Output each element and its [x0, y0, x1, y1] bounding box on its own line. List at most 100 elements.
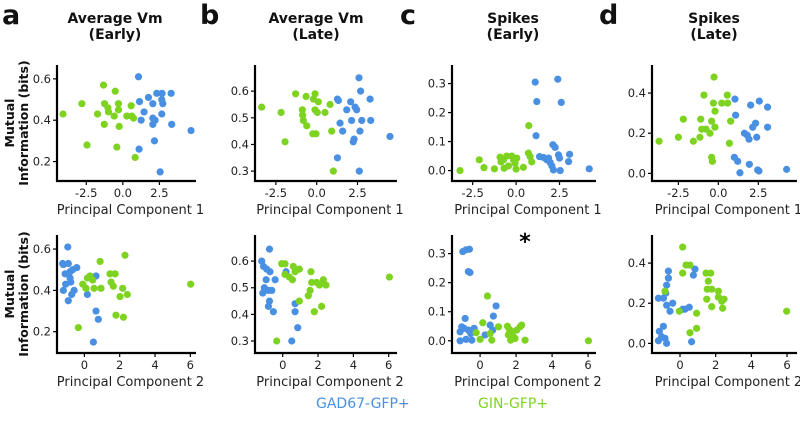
x-tick-label: 6: [584, 358, 591, 372]
gin-point: [317, 302, 326, 310]
panel-letter-c: c: [400, 0, 417, 31]
gad67-point: [554, 75, 562, 83]
gad67-point: [669, 299, 677, 307]
y-tick-label: 0.3: [428, 77, 446, 91]
significance-asterisk: *: [519, 230, 531, 255]
gad67-point: [350, 135, 358, 143]
gad67-point: [339, 127, 347, 135]
gin-point: [708, 285, 716, 293]
x-tick-label: 0: [279, 358, 286, 372]
gad67-point: [663, 281, 671, 289]
gin-point: [328, 127, 336, 135]
gad67-point: [156, 168, 164, 176]
gin-point: [499, 156, 508, 164]
gad67-point: [357, 87, 365, 95]
gad67-point: [783, 165, 791, 173]
gad67-point: [747, 101, 755, 109]
x-tick-label: 0: [676, 358, 683, 372]
scatter-panel-d-top: 0.0 0.2 0.4 -2.5 0.0 2.5 Principal Component 1: [628, 65, 800, 218]
gin-point: [322, 281, 330, 289]
gad67-point: [64, 259, 72, 268]
gin-point: [113, 143, 121, 151]
gad67-point: [140, 108, 148, 116]
panel-title-c: Spikes (Early): [433, 11, 593, 43]
gin-point: [115, 122, 123, 131]
gin-point: [90, 284, 98, 292]
x-tick-label: -2.5: [667, 186, 689, 200]
title-line: Average Vm: [268, 11, 364, 27]
gad67-point: [687, 338, 696, 346]
gin-point: [310, 308, 318, 316]
subtitle-line: (Late): [690, 27, 738, 43]
scatter-panel-b-bottom: 0.3 0.4 0.5 0.6 0 2 4 6 Principal Component 2: [231, 235, 404, 390]
gad67-point: [66, 274, 74, 282]
y-tick-label: 0.4: [628, 256, 646, 270]
gad67-point: [763, 103, 772, 111]
gin-point: [718, 99, 726, 107]
gad67-point: [663, 301, 671, 309]
gin-point: [697, 115, 705, 123]
gin-point: [512, 165, 520, 173]
gad67-point: [386, 132, 394, 141]
gin-point: [119, 313, 128, 321]
gin-point: [89, 276, 97, 284]
scatter-panel-a-top: 0.2 0.4 0.6 -2.5 0.0 2.5 Principal Component 1: [33, 65, 204, 218]
gin-point: [689, 137, 698, 145]
gin-point: [127, 102, 135, 110]
gin-point: [314, 98, 322, 106]
gin-point: [258, 103, 266, 111]
gin-point: [119, 284, 127, 292]
gad67-point: [64, 297, 72, 305]
gin-point: [479, 319, 487, 327]
panel-title-d: Spikes (Late): [634, 11, 794, 43]
gad67-point: [153, 89, 161, 97]
x-axis-label: Principal Component 1: [454, 203, 601, 218]
y-tick-label: 0.1: [428, 135, 446, 149]
gin-point: [518, 321, 526, 329]
gad67-point: [564, 157, 573, 166]
x-tick-label: 2: [314, 358, 321, 372]
gin-point: [494, 323, 503, 331]
gin-point: [692, 309, 701, 317]
gin-point: [123, 290, 131, 299]
gad67-point: [685, 303, 693, 311]
gin-point: [298, 106, 306, 114]
gad67-point: [465, 245, 474, 253]
gin-point: [315, 281, 324, 289]
y-tick-label: 0.4: [231, 137, 249, 151]
y-tick-label: 0.0: [428, 334, 446, 348]
gin-point: [303, 122, 311, 130]
gin-point: [74, 323, 82, 332]
gin-point: [385, 273, 394, 281]
y-tick-label: 0.2: [628, 126, 646, 140]
gad67-point: [268, 286, 276, 295]
gin-point: [456, 166, 464, 175]
x-axis-label: Principal Component 1: [256, 203, 403, 218]
gad67-point: [356, 127, 364, 135]
gad67-point: [269, 308, 277, 316]
gin-point: [513, 154, 521, 162]
gad67-point: [265, 297, 274, 305]
gin-point: [295, 297, 303, 305]
subtitle-line: (Early): [88, 27, 142, 43]
gin-point: [321, 108, 329, 117]
y-tick-label: 0.5: [231, 281, 249, 295]
gad67-point: [288, 337, 296, 345]
x-tick-label: 0.0: [507, 186, 525, 200]
y-tick-label: 0.5: [231, 111, 249, 125]
gin-point: [696, 133, 704, 141]
gad67-point: [555, 154, 564, 162]
gin-point: [679, 115, 687, 123]
gin-point: [306, 286, 314, 295]
x-tick-label: 6: [385, 358, 392, 372]
gad67-point: [467, 329, 475, 338]
gin-point: [288, 276, 297, 284]
gad67-point: [366, 95, 374, 103]
scatter-panel-b-top: 0.3 0.4 0.5 0.6 -2.5 0.0 2.5 Principal Componen…: [231, 65, 404, 218]
title-line: Average Vm: [67, 11, 163, 27]
gad67-point: [333, 154, 342, 162]
gin-point: [526, 153, 534, 161]
gad67-point: [187, 126, 195, 135]
gin-point: [110, 112, 118, 120]
gin-point: [312, 130, 320, 138]
